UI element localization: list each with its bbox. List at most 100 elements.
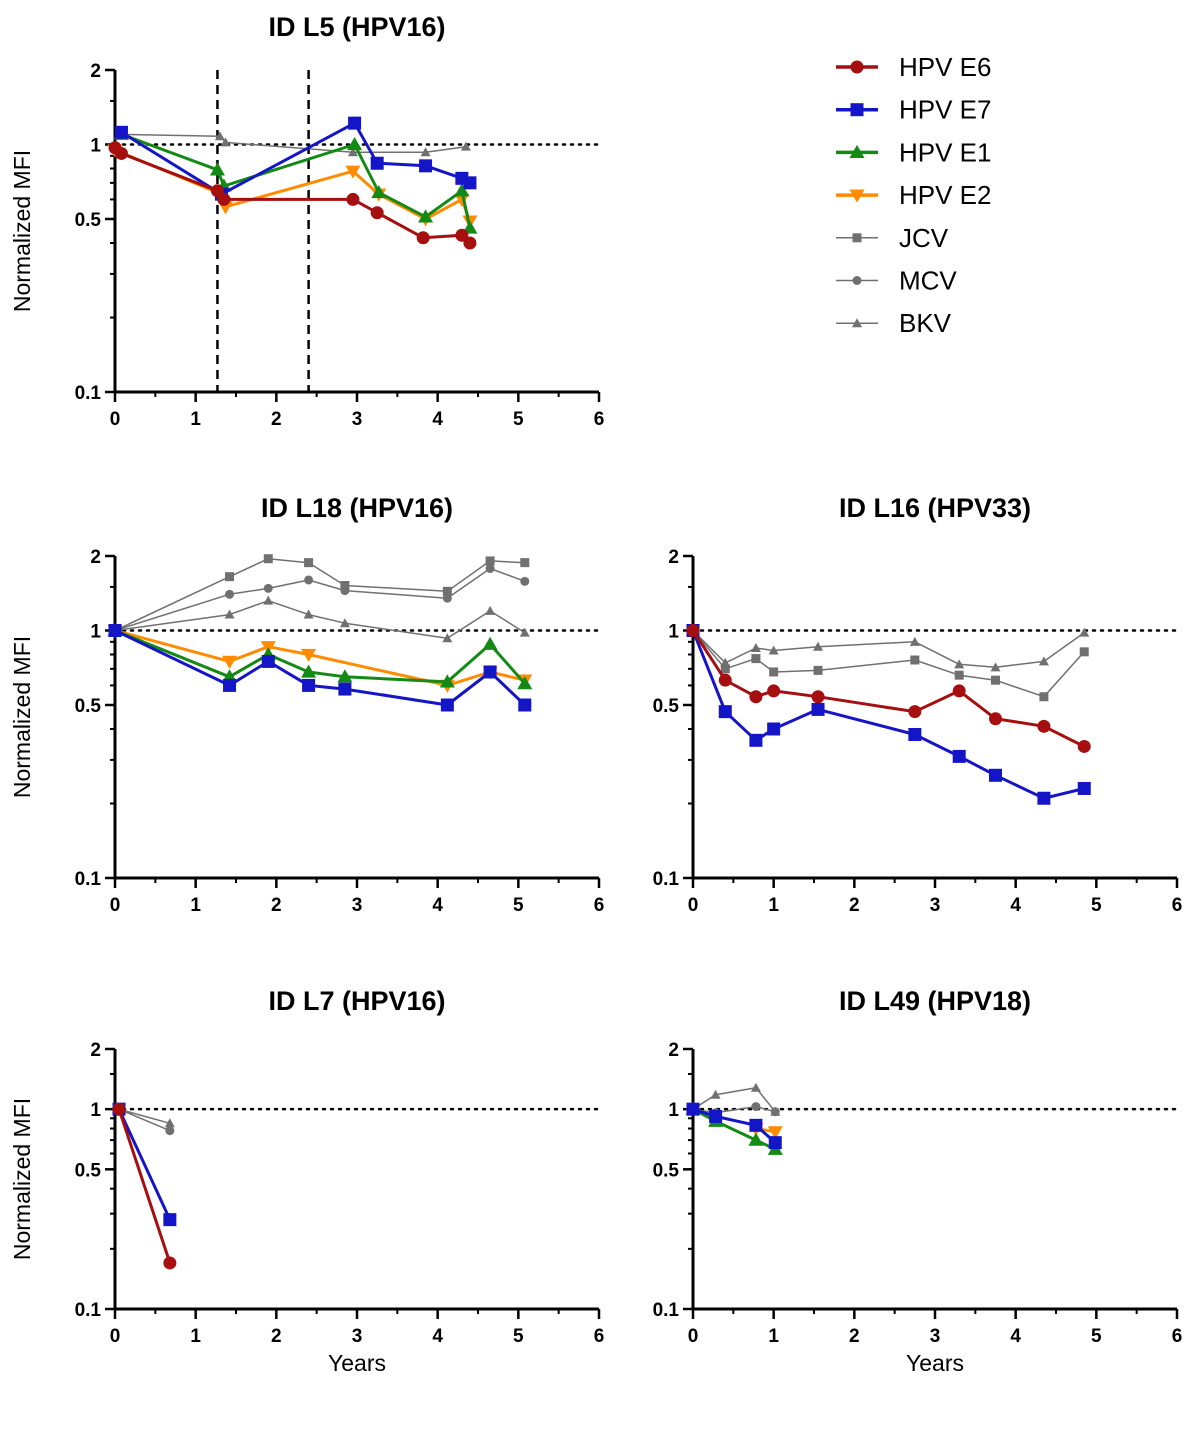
data-point bbox=[463, 236, 477, 250]
legend-item: HPV E2 bbox=[836, 180, 992, 210]
y-axis-label: Normalized MFI bbox=[9, 150, 35, 312]
series-line bbox=[692, 629, 1085, 669]
x-tick-label: 1 bbox=[768, 895, 779, 916]
data-point bbox=[710, 1089, 721, 1099]
data-point bbox=[482, 636, 498, 650]
series-line bbox=[692, 630, 1085, 698]
x-tick-label: 3 bbox=[930, 895, 941, 916]
chart-panel-1: ID L5 (HPV16) 0.1 0.5 1 2 0 1 2 3 4 5 6 Normalized M… bbox=[9, 12, 604, 430]
x-tick-label: 1 bbox=[768, 1326, 779, 1347]
x-tick-label: 6 bbox=[594, 1326, 605, 1347]
x-tick-label: 1 bbox=[190, 895, 201, 916]
data-point bbox=[347, 137, 363, 151]
legend: HPV E6 HPV E7 HPV E1 HPV E2 JCV MCV BKV bbox=[836, 52, 992, 338]
data-point bbox=[770, 1107, 780, 1117]
x-tick-label: 1 bbox=[190, 1326, 201, 1347]
data-point bbox=[209, 162, 225, 176]
data-point bbox=[908, 705, 922, 719]
data-point bbox=[165, 1126, 175, 1136]
data-point bbox=[485, 564, 495, 574]
data-point bbox=[483, 665, 497, 679]
data-point bbox=[114, 125, 128, 139]
data-point bbox=[302, 678, 316, 692]
data-point bbox=[1077, 781, 1091, 795]
series-line bbox=[691, 629, 1085, 748]
data-point bbox=[811, 690, 825, 704]
data-point bbox=[720, 664, 730, 674]
series-mcv bbox=[110, 564, 530, 636]
y-tick-label: 1 bbox=[668, 622, 679, 643]
legend-marker bbox=[852, 276, 862, 285]
x-axis-label: Years bbox=[906, 1350, 964, 1376]
x-tick-label: 2 bbox=[849, 1326, 860, 1347]
data-point bbox=[768, 1136, 782, 1150]
legend-marker bbox=[849, 144, 865, 159]
data-point bbox=[220, 137, 231, 147]
x-tick-label: 0 bbox=[110, 895, 121, 916]
data-point bbox=[519, 627, 530, 637]
data-point bbox=[340, 580, 350, 590]
data-point bbox=[518, 698, 532, 712]
data-point bbox=[686, 624, 700, 638]
data-point bbox=[419, 159, 433, 173]
data-point bbox=[163, 1213, 177, 1227]
data-point bbox=[751, 1102, 761, 1112]
x-tick-label: 5 bbox=[513, 895, 524, 916]
data-point bbox=[339, 618, 350, 628]
legend-item: HPV E6 bbox=[836, 52, 992, 82]
legend-marker bbox=[852, 318, 862, 328]
series-line bbox=[118, 1108, 171, 1132]
data-point bbox=[304, 558, 314, 568]
y-tick-label: 0.5 bbox=[75, 696, 102, 717]
x-tick-label: 2 bbox=[271, 1326, 282, 1347]
data-point bbox=[485, 556, 495, 566]
data-point bbox=[686, 1102, 700, 1116]
series-line bbox=[117, 1108, 172, 1264]
series-jcv bbox=[688, 626, 1089, 702]
y-axis-label: Normalized MFI bbox=[9, 636, 35, 798]
x-tick-label: 4 bbox=[432, 1326, 443, 1347]
legend-marker bbox=[849, 189, 865, 203]
data-point bbox=[440, 698, 454, 712]
data-point bbox=[460, 141, 471, 151]
x-tick-label: 3 bbox=[930, 1326, 941, 1347]
data-point bbox=[709, 1109, 723, 1123]
x-tick-label: 6 bbox=[594, 895, 605, 916]
series-line bbox=[120, 121, 471, 196]
data-point bbox=[263, 583, 273, 593]
y-tick-label: 2 bbox=[90, 547, 101, 568]
legend-label: JCV bbox=[899, 223, 949, 253]
y-tick-label: 0.1 bbox=[75, 1300, 102, 1321]
data-point bbox=[1037, 719, 1051, 733]
chart-panel-5: ID L49 (HPV18) 0.1 0.5 1 2 0 1 2 3 4 5 6 Years bbox=[653, 986, 1183, 1376]
y-tick-label: 0.5 bbox=[653, 1160, 680, 1181]
data-point bbox=[1079, 647, 1089, 657]
data-point bbox=[338, 682, 352, 696]
y-tick-label: 1 bbox=[90, 136, 101, 157]
y-axis-label: Normalized MFI bbox=[9, 1098, 35, 1260]
data-point bbox=[370, 156, 384, 170]
series-line bbox=[118, 133, 467, 154]
data-point bbox=[989, 712, 1002, 726]
series-line bbox=[118, 1108, 171, 1125]
series-hpv-e1 bbox=[113, 126, 478, 234]
series-line bbox=[692, 1105, 776, 1114]
data-point bbox=[990, 662, 1001, 672]
legend-label: HPV E7 bbox=[899, 95, 992, 125]
data-point bbox=[811, 702, 825, 716]
y-tick-label: 2 bbox=[90, 1040, 101, 1061]
legend-label: HPV E2 bbox=[899, 180, 992, 210]
x-tick-label: 4 bbox=[432, 895, 443, 916]
data-point bbox=[463, 176, 477, 190]
data-point bbox=[263, 595, 274, 605]
y-tick-label: 0.5 bbox=[75, 210, 102, 231]
data-point bbox=[301, 664, 317, 678]
data-point bbox=[301, 648, 317, 662]
data-point bbox=[954, 659, 965, 669]
data-point bbox=[214, 131, 225, 141]
chart-panel-4: ID L7 (HPV16) 0.1 0.5 1 2 0 1 2 3 4 5 6 Normalized M… bbox=[9, 986, 604, 1376]
data-point bbox=[222, 655, 238, 669]
chart-title: ID L49 (HPV18) bbox=[839, 986, 1031, 1016]
chart-title: ID L18 (HPV16) bbox=[261, 493, 453, 523]
